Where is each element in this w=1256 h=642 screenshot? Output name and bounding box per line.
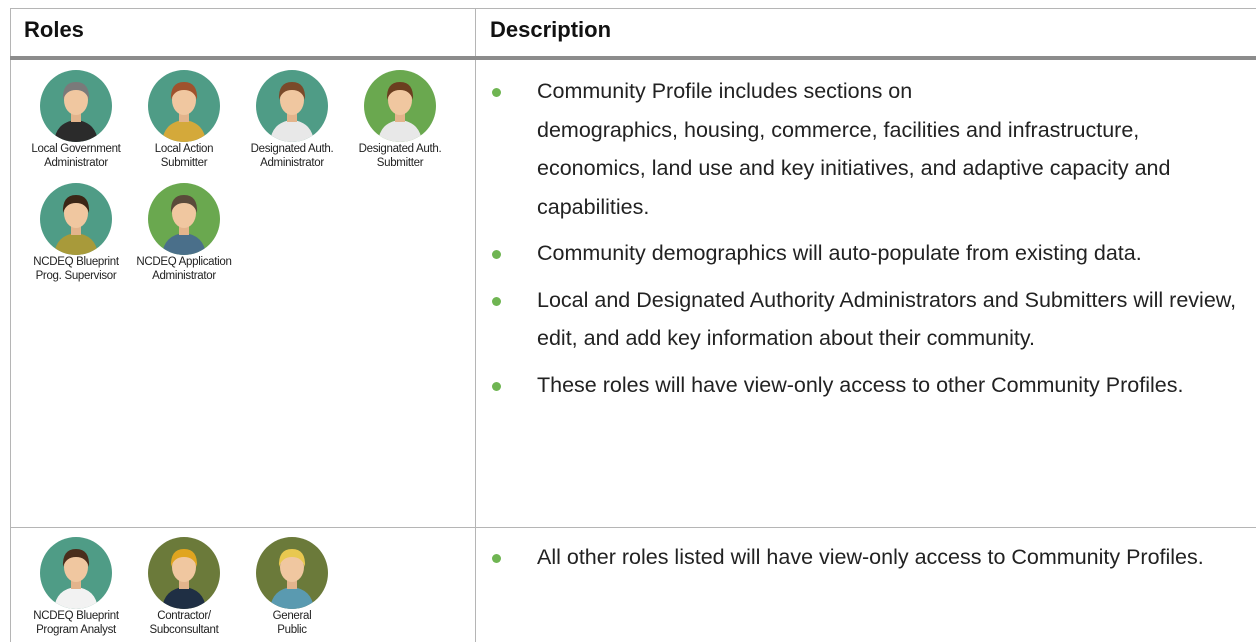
bullet-item: Community demographics will auto-populat… [490, 234, 1250, 273]
header-rule [10, 56, 1256, 60]
bullet-dot [492, 296, 501, 306]
bullet-dot [492, 554, 501, 563]
role-avatar: Local Action Submitter [134, 70, 234, 170]
bullet-item: Community Profile includes sections on d… [490, 72, 1250, 226]
table-border [475, 8, 476, 642]
bullet-list: Community Profile includes sections on d… [490, 72, 1250, 412]
bullet-item: These roles will have view-only access t… [490, 366, 1250, 405]
role-label: NCDEQ Blueprint Program Analyst [33, 610, 119, 636]
bullet-text: Community demographics will auto-populat… [537, 241, 1142, 265]
table-border [10, 8, 11, 642]
role-label: Local Action Submitter [154, 143, 214, 169]
role-label: Designated Auth. Administrator [250, 143, 334, 169]
avatar-icon [26, 70, 126, 142]
bullet-text: These roles will have view-only access t… [537, 372, 1184, 397]
row-divider [10, 527, 1256, 528]
role-label: NCDEQ Application Administrator [136, 256, 232, 282]
role-avatar: NCDEQ Application Administrator [134, 183, 234, 283]
bullet-text: Community Profile includes sections on d… [537, 79, 1171, 219]
role-avatar: Local Government Administrator [26, 70, 126, 170]
role-label: Contractor/ Subconsultant [149, 610, 219, 636]
role-label: Local Government Administrator [31, 143, 121, 169]
role-avatar: General Public [242, 537, 342, 637]
bullet-text: All other roles listed will have view-on… [537, 545, 1204, 569]
avatar-icon [26, 537, 126, 609]
role-avatar: NCDEQ Blueprint Prog. Supervisor [26, 183, 126, 283]
role-avatar: NCDEQ Blueprint Program Analyst [26, 537, 126, 637]
bullet-dot [492, 381, 501, 391]
bullet-dot [492, 88, 501, 97]
role-avatar: Designated Auth. Administrator [242, 70, 342, 170]
bullet-dot [492, 250, 501, 259]
role-avatar: Designated Auth. Submitter [350, 70, 450, 170]
bullet-item: Local and Designated Authority Administr… [490, 281, 1250, 358]
avatar-icon [134, 537, 234, 609]
avatar-icon [242, 537, 342, 609]
role-avatar: Contractor/ Subconsultant [134, 537, 234, 637]
avatar-icon [242, 70, 342, 142]
bullet-text: Local and Designated Authority Administr… [537, 287, 1237, 351]
column-header: Description [490, 17, 612, 42]
avatar-icon [350, 70, 450, 142]
role-label: NCDEQ Blueprint Prog. Supervisor [33, 256, 119, 282]
avatar-icon [134, 70, 234, 142]
role-label: Designated Auth. Submitter [358, 143, 442, 169]
column-header: Roles [24, 17, 84, 42]
role-label: General Public [272, 610, 312, 636]
bullet-list: All other roles listed will have view-on… [490, 538, 1250, 585]
table-border [10, 8, 1256, 9]
avatar-icon [134, 183, 234, 255]
avatar-icon [26, 183, 126, 255]
bullet-item: All other roles listed will have view-on… [490, 538, 1250, 577]
